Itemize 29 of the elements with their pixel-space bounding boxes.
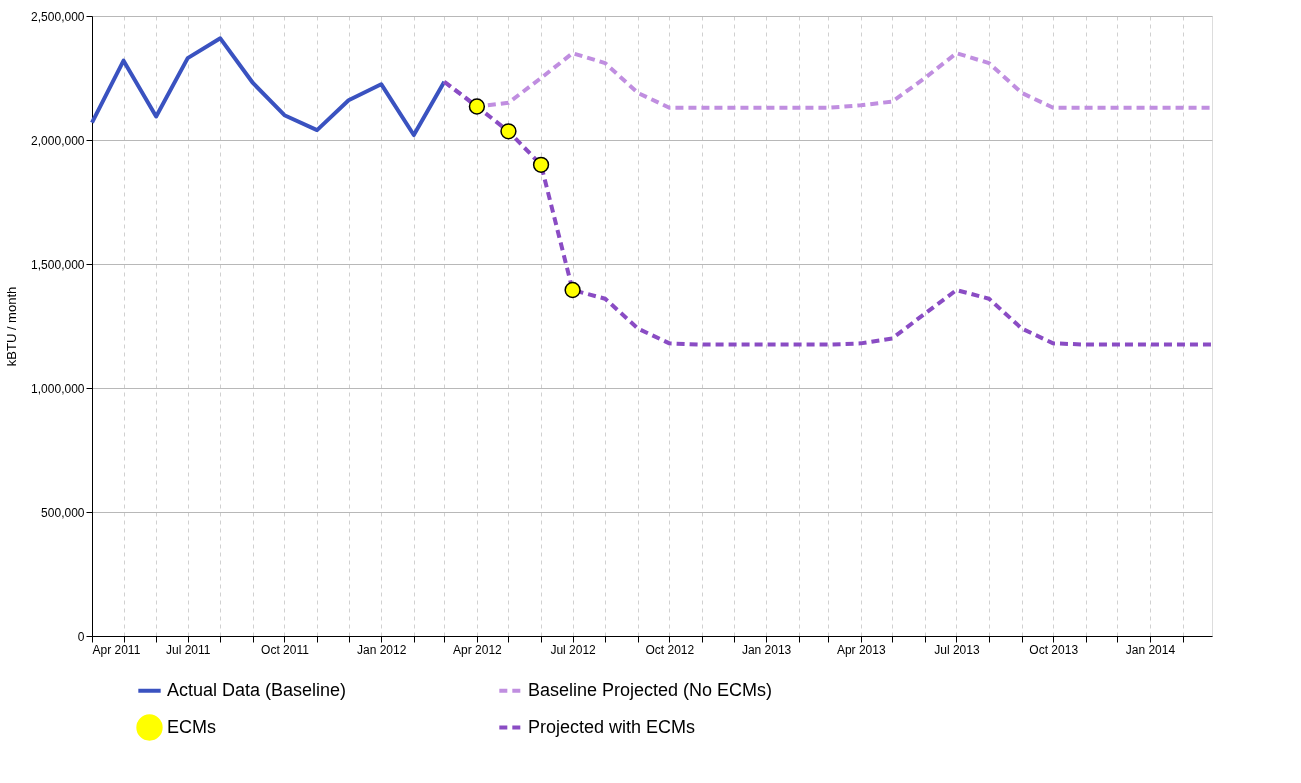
x-tick-label: Apr 2013 xyxy=(836,642,886,657)
y-tick-label: 1,000,000 xyxy=(31,381,85,396)
legend-label: Baseline Projected (No ECMs) xyxy=(528,679,773,700)
legend-label: ECMs xyxy=(167,716,216,737)
x-tick-label: Oct 2011 xyxy=(261,642,310,657)
y-tick-label: 2,000,000 xyxy=(31,133,85,148)
x-tick-label: Jul 2011 xyxy=(165,642,211,657)
line-series xyxy=(442,79,1214,347)
x-tick-label: Jan 2012 xyxy=(357,642,407,657)
x-tick-label: Oct 2012 xyxy=(645,642,695,657)
x-tick-label: Apr 2011 xyxy=(92,642,141,657)
x-tick-label: Jan 2013 xyxy=(741,642,792,657)
x-tick-label: Jul 2013 xyxy=(934,642,980,657)
point xyxy=(532,156,550,173)
y-tick-label: 0 xyxy=(77,629,85,644)
line-series xyxy=(90,36,447,138)
legend-label: Projected with ECMs xyxy=(528,716,696,737)
point xyxy=(564,281,581,299)
y-tick-label: 500,000 xyxy=(41,505,85,520)
y-tick-label: 2,500,000 xyxy=(31,9,85,24)
x-tick-label: Jul 2012 xyxy=(550,642,597,657)
legend-label: Actual Data (Baseline) xyxy=(167,679,347,700)
x-tick-label: Oct 2013 xyxy=(1029,642,1079,657)
y-tick-label: 1,500,000 xyxy=(31,257,85,272)
point xyxy=(468,98,486,115)
x-tick-label: Jan 2014 xyxy=(1125,642,1176,657)
y-axis-title: kBTU / month xyxy=(4,286,20,367)
point xyxy=(500,123,517,140)
x-tick-label: Apr 2012 xyxy=(453,642,503,657)
